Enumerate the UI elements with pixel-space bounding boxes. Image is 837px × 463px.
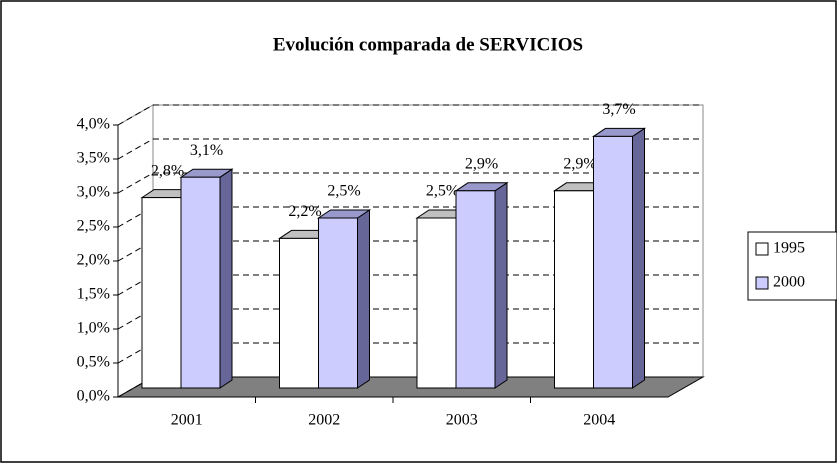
data-label: 2,8%: [151, 162, 184, 179]
bar-side: [632, 127, 645, 389]
y-tick-label: 3,5%: [77, 150, 110, 167]
y-tick-label: 3,0%: [77, 184, 110, 201]
data-label: 3,1%: [190, 142, 223, 159]
y-tick-label: 0,0%: [77, 388, 110, 405]
bar: [141, 197, 182, 389]
y-tick-label: 4,0%: [77, 116, 110, 133]
legend-swatch: [755, 242, 769, 256]
bar-side: [219, 168, 233, 389]
bar: [554, 190, 594, 389]
grid-line: [117, 104, 154, 126]
bar: [279, 237, 319, 389]
legend-label: 1995: [773, 240, 805, 257]
data-label: 2,9%: [465, 155, 498, 172]
x-tick-label: 2003: [446, 412, 478, 429]
y-tick-label: 1,5%: [77, 286, 110, 303]
grid-line: [117, 172, 154, 194]
data-label: 2,9%: [563, 155, 596, 172]
y-tick-label: 1,0%: [77, 320, 110, 337]
x-tick-label: 2001: [171, 412, 203, 429]
bar: [180, 176, 221, 389]
chart-title: Evolución comparada de SERVICIOS: [273, 34, 583, 55]
data-label: 3,7%: [602, 101, 635, 118]
legend-swatch: [755, 276, 769, 290]
data-label: 2,5%: [426, 183, 459, 200]
bar: [416, 217, 457, 389]
x-tick-label: 2002: [308, 412, 340, 429]
bar-side: [357, 209, 370, 389]
data-label: 2,5%: [327, 183, 360, 200]
bar-side: [494, 181, 508, 389]
bar: [318, 217, 358, 389]
y-tick-label: 2,5%: [77, 218, 110, 235]
legend-label: 2000: [773, 274, 805, 291]
grid-line: [117, 138, 154, 160]
x-tick-label: 2004: [583, 412, 615, 429]
bar: [593, 135, 633, 389]
data-label: 2,2%: [288, 203, 321, 220]
y-tick-label: 2,0%: [77, 252, 110, 269]
bar: [455, 190, 496, 389]
y-tick-label: 0,5%: [77, 354, 110, 371]
